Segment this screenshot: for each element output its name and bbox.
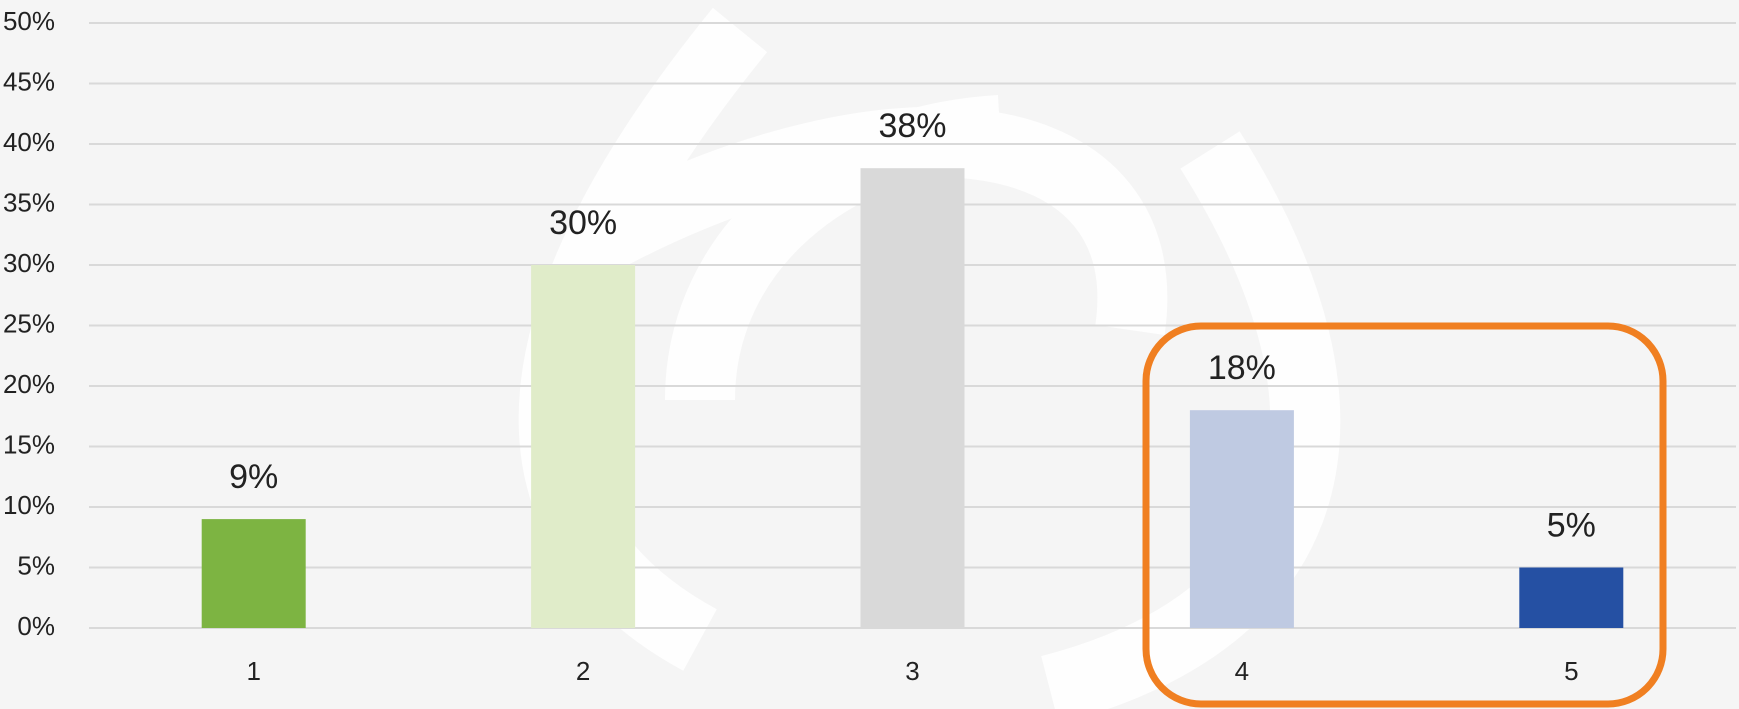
y-tick-label: 25% [3,308,55,338]
y-tick-label: 30% [3,248,55,278]
watermark-arc [665,95,1003,401]
value-label: 18% [1208,349,1276,387]
value-label: 9% [229,458,278,496]
value-label: 30% [549,204,617,242]
y-tick-label: 45% [3,66,55,96]
bar [1189,410,1294,628]
y-tick-label: 0% [17,611,55,641]
bar [1519,567,1624,628]
y-tick-label: 5% [17,550,55,580]
value-label: 5% [1547,506,1596,544]
y-tick-label: 10% [3,490,55,520]
y-tick-label: 50% [3,6,55,36]
y-tick-label: 20% [3,369,55,399]
bar [860,168,965,628]
x-tick-label: 2 [576,656,590,686]
watermark-arc [1041,131,1341,709]
x-tick-label: 1 [246,656,260,686]
marks: 1 9% 2 30% 3 38% 4 18% 5 5% [201,107,1624,686]
x-tick-label: 3 [905,656,919,686]
y-tick-label: 15% [3,429,55,459]
y-tick-label: 40% [3,127,55,157]
value-label: 38% [878,107,946,145]
y-tick-label: 35% [3,187,55,217]
bar [201,519,306,628]
x-tick-label: 5 [1564,656,1578,686]
highlight-box [1142,322,1667,708]
bar [531,265,636,628]
x-tick-label: 4 [1235,656,1249,686]
